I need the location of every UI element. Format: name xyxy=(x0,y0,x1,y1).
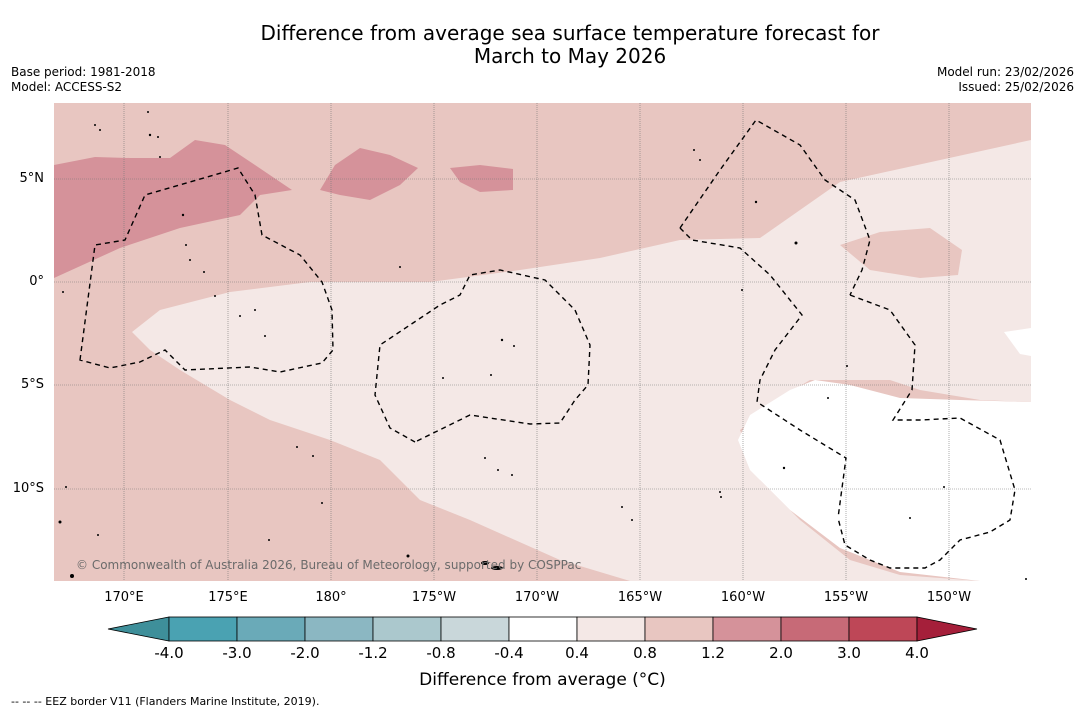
anomaly-band-0.8-1.2-pocket xyxy=(840,228,962,278)
colorbar-tick-label: 1.2 xyxy=(701,644,725,662)
lon-label-150w: 150°W xyxy=(926,590,972,605)
lat-label-5n: 5°N xyxy=(19,171,45,186)
anomaly-band-1.2-2.0-north xyxy=(320,148,418,200)
colorbar-segment xyxy=(508,616,578,642)
lat-label-5s: 5°S xyxy=(20,377,44,392)
colorbar-tick-label: -2.0 xyxy=(290,644,320,662)
lon-label-170w: 170°W xyxy=(514,590,560,605)
colorbar-segment xyxy=(848,616,918,642)
lon-label-160w: 160°W xyxy=(720,590,766,605)
colorbar-segment xyxy=(372,616,442,642)
lon-label-180: 180° xyxy=(315,590,347,605)
colorbar-segment xyxy=(576,616,646,642)
lon-label-175e: 175°E xyxy=(208,590,248,605)
lon-label-155w: 155°W xyxy=(823,590,869,605)
lon-label-170e: 170°E xyxy=(104,590,144,605)
base-period: Base period: 1981-2018 xyxy=(11,65,156,79)
colorbar-segment xyxy=(168,616,238,642)
eez-borders xyxy=(79,119,1016,569)
colorbar-segment xyxy=(236,616,306,642)
title-line-2: March to May 2026 xyxy=(473,44,667,68)
lon-label-165w: 165°W xyxy=(617,590,663,605)
colorbar-tick-label: 2.0 xyxy=(769,644,793,662)
colorbar-tick-label: -0.8 xyxy=(426,644,456,662)
colorbar-tick-label: -3.0 xyxy=(222,644,252,662)
colorbar-segment xyxy=(644,616,714,642)
colorbar-tick-label: 3.0 xyxy=(837,644,861,662)
colorbar-tick-label: -0.4 xyxy=(494,644,524,662)
model-run-date: Model run: 23/02/2026 xyxy=(936,65,1074,79)
title-line-1: Difference from average sea surface temp… xyxy=(260,21,880,45)
lat-label-10s: 10°S xyxy=(12,481,44,496)
colorbar-segment xyxy=(440,616,510,642)
colorbar-title: Difference from average (°C) xyxy=(419,670,666,690)
colorbar-tick-label: 0.8 xyxy=(633,644,657,662)
anomaly-band-0.4-0.8 xyxy=(132,140,1031,581)
model-name: Model: ACCESS-S2 xyxy=(11,80,123,94)
colorbar-segment xyxy=(780,616,850,642)
lon-label-175w: 175°W xyxy=(411,590,457,605)
anomaly-band-neutral-east xyxy=(1004,328,1031,356)
anomaly-band-1.2-2.0-west xyxy=(54,140,292,278)
colorbar xyxy=(107,616,978,642)
colorbar-segment xyxy=(712,616,782,642)
graticule xyxy=(54,103,1031,581)
colorbar-segment xyxy=(304,616,374,642)
eez-footnote: -- -- -- EEZ border V11 (Flanders Marine… xyxy=(11,695,320,708)
colorbar-tick-label: 0.4 xyxy=(565,644,589,662)
map-title: Difference from average sea surface temp… xyxy=(0,22,1085,68)
colorbar-tick-label: -4.0 xyxy=(154,644,184,662)
colorbar-tick-label: 4.0 xyxy=(905,644,929,662)
model-info: Base period: 1981-2018 Model: ACCESS-S2 xyxy=(11,65,156,95)
copyright-notice: © Commonwealth of Australia 2026, Bureau… xyxy=(76,558,582,572)
colorbar-tick-label: -1.2 xyxy=(358,644,388,662)
issued-date: Issued: 25/02/2026 xyxy=(958,80,1074,94)
lat-label-0: 0° xyxy=(29,274,44,289)
run-info: Model run: 23/02/2026 Issued: 25/02/2026 xyxy=(937,65,1074,95)
anomaly-band-1.2-2.0-east xyxy=(450,165,513,192)
colorbar-extend-high xyxy=(916,616,978,642)
anomaly-band-neutral xyxy=(738,380,1031,581)
colorbar-extend-low xyxy=(107,616,170,642)
islands xyxy=(58,111,1027,580)
